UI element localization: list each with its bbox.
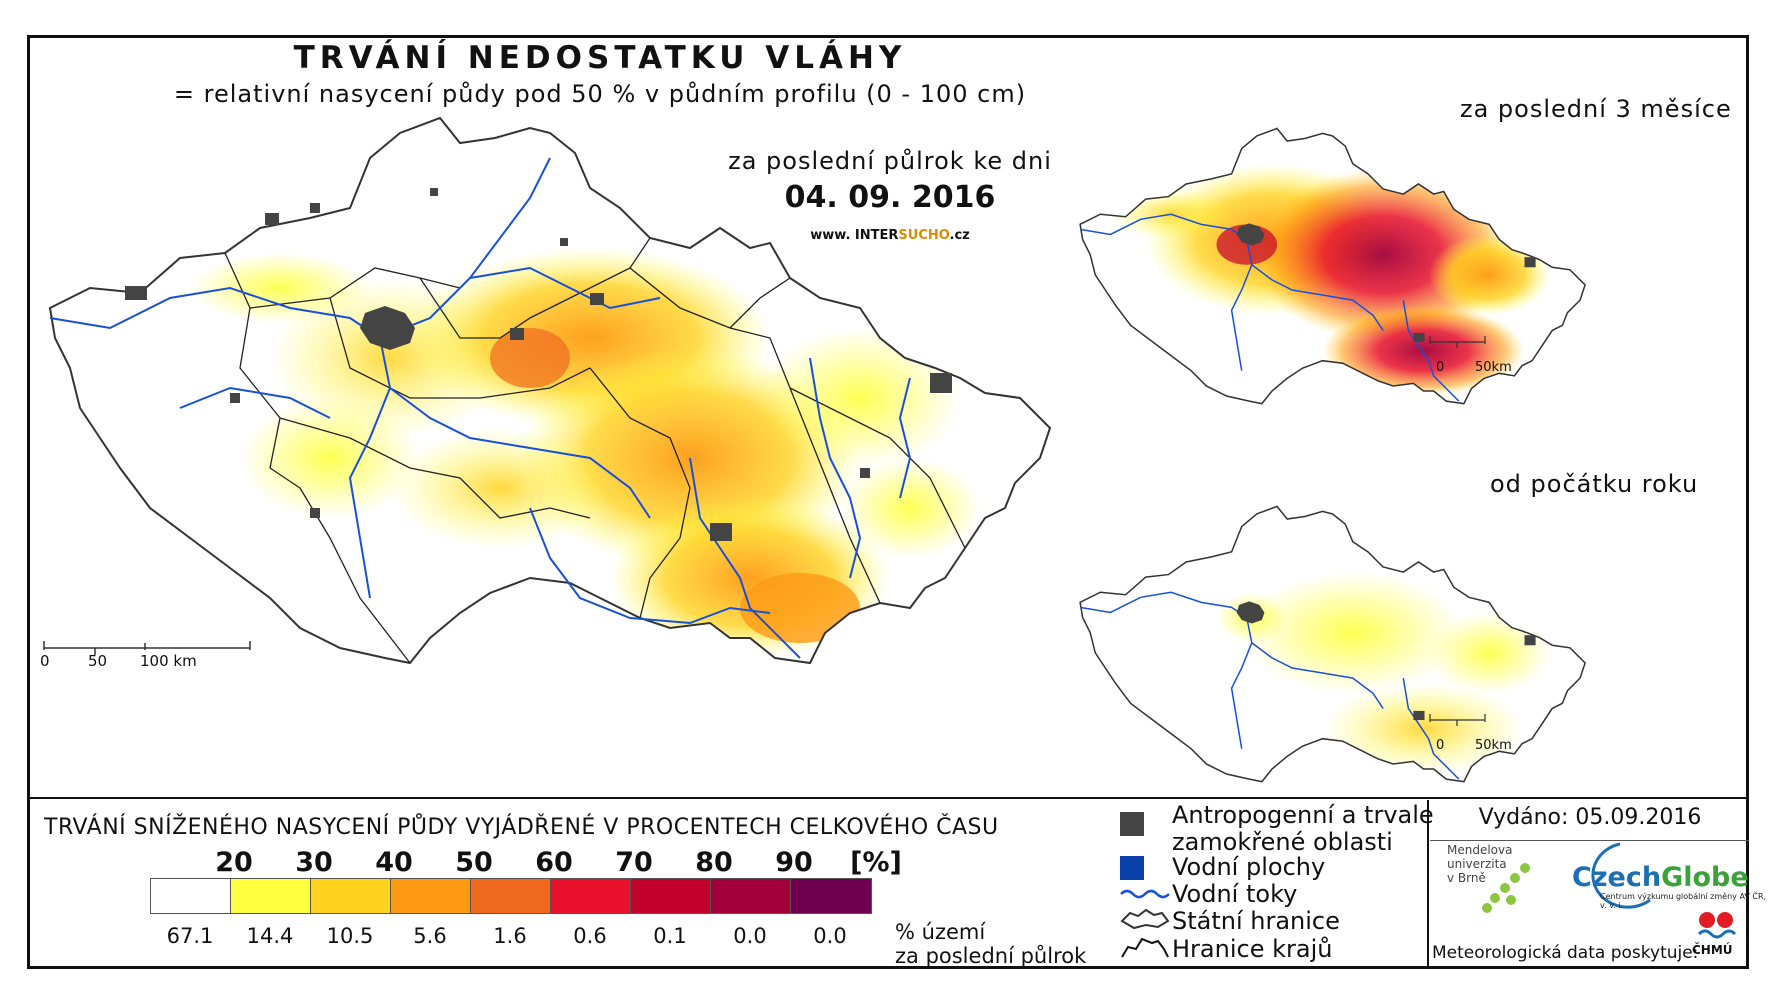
czechglobe-logo: CzechGlobe (1572, 862, 1749, 893)
czechglobe-globe: Globe (1661, 862, 1749, 893)
period-label: za poslední půlrok ke dni (728, 147, 1052, 175)
region-border-label: Hranice krajů (1172, 935, 1333, 963)
date-label: 04. 09. 2016 (784, 180, 996, 215)
inset2-scale-zero: 0 (1436, 738, 1445, 753)
region-border-icon (1121, 937, 1169, 958)
percent-label-line1: % území (895, 920, 986, 944)
legend-tick: 40 (375, 847, 413, 878)
legend-percent: 0.6 (573, 924, 607, 948)
water-body-icon (1120, 856, 1144, 880)
credits-divider (1427, 800, 1429, 969)
chmu-label: ČHMÚ (1692, 943, 1733, 957)
river-label: Vodní toky (1172, 880, 1298, 908)
legend-tick: 60 (535, 847, 573, 878)
czechglobe-subtitle: Centrum výzkumu globální změny AV ČR, v.… (1600, 892, 1767, 910)
legend-swatch (311, 879, 391, 913)
website-link[interactable]: www. INTERSUCHO.cz (600, 228, 1180, 243)
water-body-label: Vodní plochy (1172, 853, 1326, 881)
website-prefix: www. INTER (810, 228, 899, 243)
legend-percent: 5.6 (413, 924, 447, 948)
inset1-scale-zero: 0 (1436, 360, 1445, 375)
urban-label-line1: Antropogenní a trvale (1172, 801, 1434, 829)
mendel-line1: Mendelova (1447, 843, 1513, 857)
legend-swatch (391, 879, 471, 913)
mendel-line2: univerzita (1447, 857, 1507, 871)
legend-percent: 67.1 (166, 924, 214, 948)
state-border-label: Státní hranice (1172, 907, 1340, 935)
mendel-dots-icon (1482, 863, 1530, 913)
urban-area-label: Antropogenní a trvale zamokřené oblasti (1172, 802, 1434, 856)
urban-label-line2: zamokřené oblasti (1172, 828, 1393, 856)
czechglobe-arc-icon (1591, 842, 1651, 909)
legend-divider (27, 797, 1749, 799)
legend-swatch (791, 879, 871, 913)
meteo-data-credit: Meteorologická data poskytuje: (1432, 943, 1699, 963)
state-border-icon (1120, 908, 1170, 930)
river-icon (1120, 889, 1170, 899)
legend-swatch (151, 879, 231, 913)
legend-swatch (551, 879, 631, 913)
legend-swatch (231, 879, 311, 913)
legend-title: TRVÁNÍ SNÍŽENÉHO NASYCENÍ PŮDY VYJÁDŘENÉ… (44, 815, 999, 840)
scale-zero: 0 (40, 652, 50, 670)
website-highlight: SUCHO (898, 228, 950, 243)
legend-percent: 0.0 (733, 924, 767, 948)
legend-tick: 20 (215, 847, 253, 878)
map-subtitle: = relativní nasycení půdy pod 50 % v půd… (173, 80, 1027, 108)
legend-swatch (631, 879, 711, 913)
legend-swatch (711, 879, 791, 913)
legend-tick: 70 (615, 847, 653, 878)
legend-tick-unit: [%] (850, 847, 902, 878)
urban-area-icon (1120, 812, 1144, 836)
inset2-scale-km: 50km (1475, 738, 1512, 753)
issued-divider (1430, 840, 1749, 841)
website-suffix: .cz (949, 228, 970, 243)
percent-area-label: % území za poslední půlrok (895, 920, 1086, 968)
inset-label-year-start: od počátku roku (1490, 470, 1699, 498)
mendel-university-logo: Mendelova univerzita v Brně (1447, 843, 1512, 885)
legend-tick: 80 (695, 847, 733, 878)
legend-percent: 14.4 (246, 924, 294, 948)
czechglobe-czech: Czech (1572, 862, 1662, 893)
legend-color-bar (150, 878, 872, 914)
scale-mid: 50 (88, 652, 108, 670)
chmu-logo-icon (1697, 912, 1737, 939)
legend-percent: 0.1 (653, 924, 687, 948)
scale-end: 100 km (140, 652, 197, 670)
legend-tick: 30 (295, 847, 333, 878)
legend-percent: 10.5 (326, 924, 374, 948)
percent-label-line2: za poslední půlrok (895, 944, 1087, 968)
inset1-scale-km: 50km (1475, 360, 1512, 375)
legend-percent: 0.0 (813, 924, 847, 948)
issued-date: Vydáno: 05.09.2016 (1478, 805, 1702, 830)
legend-percent: 1.6 (493, 924, 527, 948)
legend-tick: 90 (775, 847, 813, 878)
map-title: TRVÁNÍ NEDOSTATKU VLÁHY (293, 40, 907, 76)
drought-maps (43, 117, 1586, 783)
legend-tick: 50 (455, 847, 493, 878)
inset-label-3-months: za poslední 3 měsíce (1460, 95, 1732, 123)
mendel-line3: v Brně (1447, 871, 1486, 885)
legend-swatch (471, 879, 551, 913)
